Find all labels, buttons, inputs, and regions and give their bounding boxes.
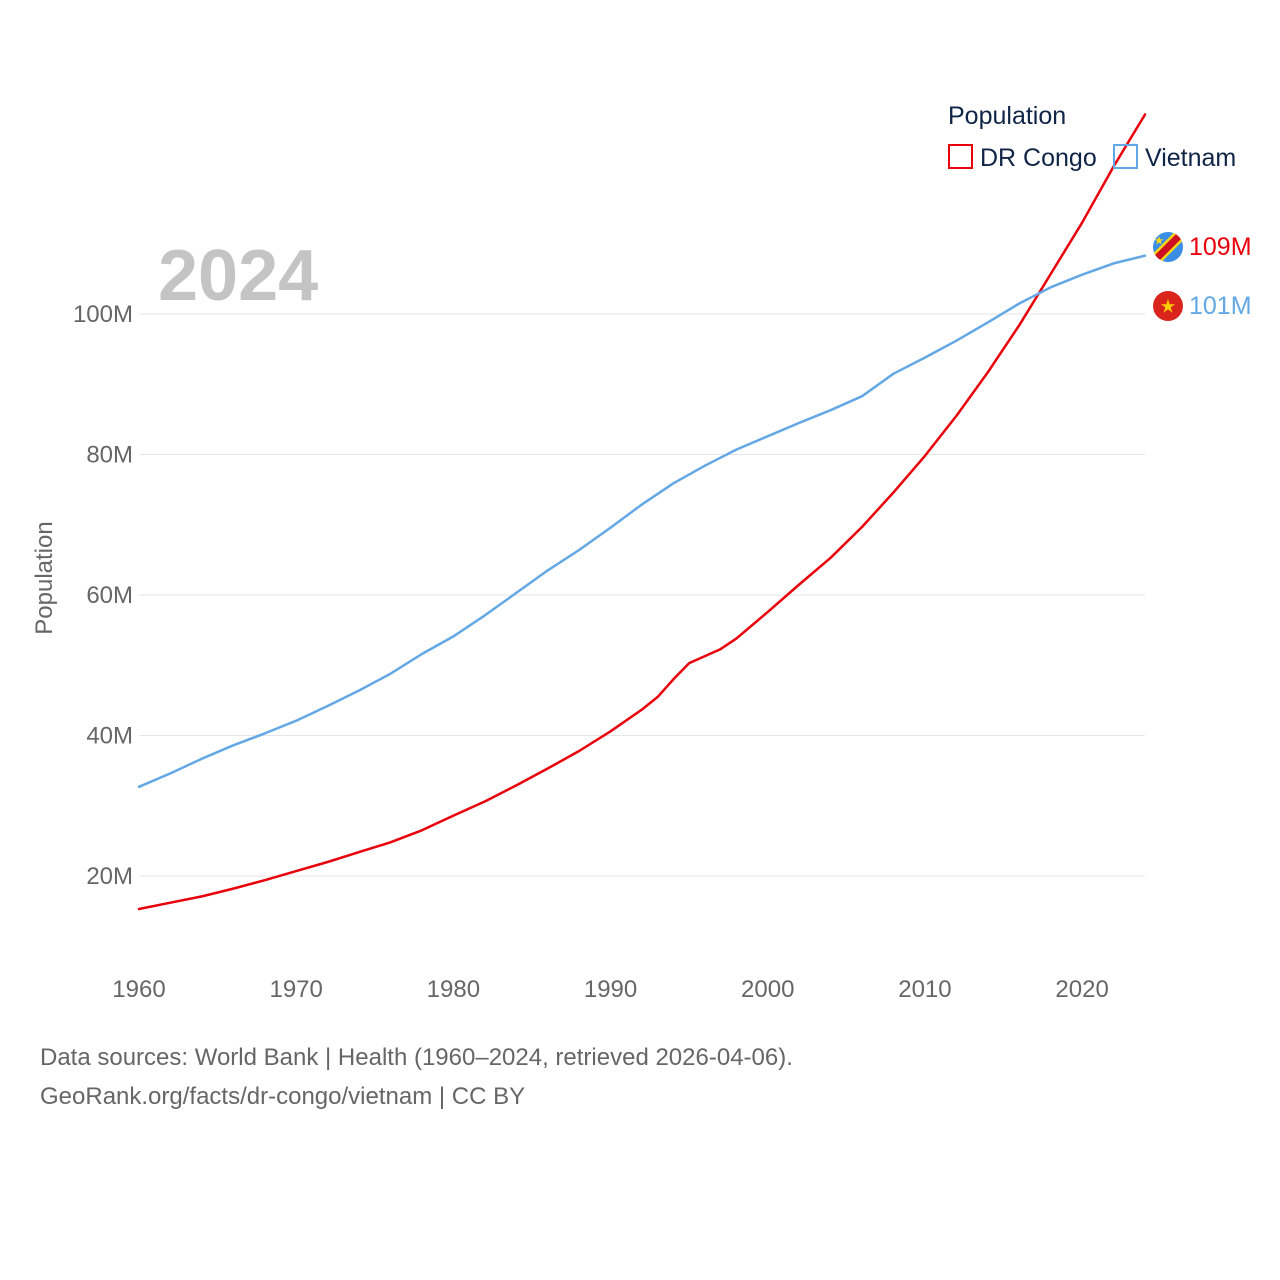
series-line-dr-congo [137, 113, 1147, 911]
legend-label-dr-congo: DR Congo [980, 144, 1097, 172]
x-tick-label: 2020 [1055, 976, 1108, 1003]
x-tick-label: 2010 [898, 976, 951, 1003]
x-tick-label: 2000 [741, 976, 794, 1003]
y-tick-label: 60M [86, 582, 133, 609]
dr-congo-end-value-label: 109M [1189, 233, 1252, 261]
y-tick-label: 100M [73, 301, 133, 328]
legend-item-dr-congo[interactable]: DR Congo [948, 144, 1097, 172]
y-tick-label: 20M [86, 863, 133, 890]
grid-lines [139, 313, 1145, 877]
legend[interactable]: Population DR Congo Vietnam [948, 102, 1236, 172]
footer-data-source: Data sources: World Bank | Health (1960–… [40, 1044, 793, 1071]
vietnam-end-value-label: 101M [1189, 292, 1252, 320]
x-tick-label: 1960 [112, 976, 165, 1003]
y-tick-labels: 20M 40M 60M 80M 100M [73, 301, 133, 890]
current-year-label: 2024 [158, 236, 318, 316]
legend-swatch-dr-congo [948, 144, 973, 169]
series-lines [137, 113, 1147, 911]
dr-congo-flag-icon [1153, 232, 1183, 262]
legend-title: Population [948, 102, 1066, 130]
x-tick-labels: 1960 1970 1980 1990 2000 2010 2020 [112, 976, 1109, 1003]
legend-label-vietnam: Vietnam [1145, 144, 1236, 172]
x-tick-label: 1980 [427, 976, 480, 1003]
x-tick-label: 1990 [584, 976, 637, 1003]
legend-item-vietnam[interactable]: Vietnam [1113, 144, 1236, 172]
y-axis-title: Population [31, 521, 58, 634]
y-tick-label: 40M [86, 723, 133, 750]
legend-swatch-vietnam [1113, 144, 1138, 169]
series-line-vietnam [137, 254, 1147, 789]
footer-credit-link[interactable]: GeoRank.org/facts/dr-congo/vietnam | CC … [40, 1083, 526, 1110]
x-tick-label: 1970 [269, 976, 322, 1003]
vietnam-flag-icon [1153, 291, 1183, 321]
y-tick-label: 80M [86, 442, 133, 469]
